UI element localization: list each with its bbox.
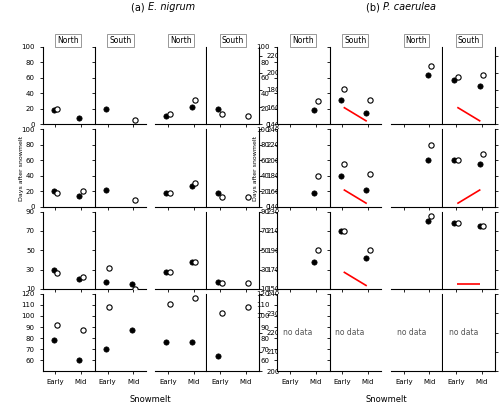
- Text: North: North: [292, 36, 314, 45]
- Text: South: South: [344, 36, 366, 45]
- Text: South: South: [458, 36, 480, 45]
- Y-axis label: Day of year: Day of year: [284, 150, 290, 186]
- Text: P. caerulea: P. caerulea: [384, 2, 436, 12]
- Text: (b): (b): [366, 2, 384, 12]
- Text: no data: no data: [283, 328, 312, 337]
- Text: E. nigrum: E. nigrum: [148, 2, 195, 12]
- Text: no data: no data: [396, 328, 426, 337]
- Text: North: North: [170, 36, 192, 45]
- Text: no data: no data: [336, 328, 365, 337]
- Text: (a): (a): [132, 2, 148, 12]
- Text: no data: no data: [449, 328, 478, 337]
- Text: Snowmelt: Snowmelt: [130, 395, 172, 404]
- Text: Snowmelt: Snowmelt: [365, 395, 406, 404]
- Text: South: South: [110, 36, 132, 45]
- Text: North: North: [58, 36, 79, 45]
- Y-axis label: Days after snowmelt: Days after snowmelt: [18, 135, 24, 200]
- Text: South: South: [222, 36, 244, 45]
- Y-axis label: Days after snowmelt: Days after snowmelt: [254, 135, 258, 200]
- Text: North: North: [406, 36, 427, 45]
